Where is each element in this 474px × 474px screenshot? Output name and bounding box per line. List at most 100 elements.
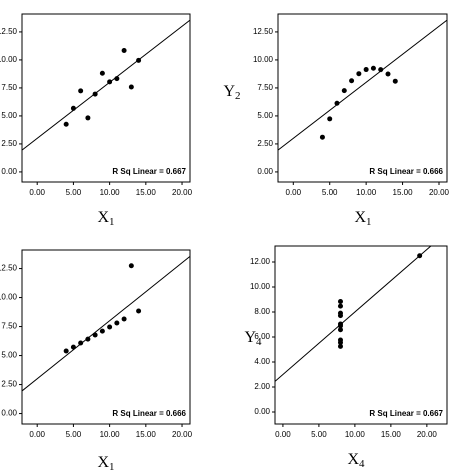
point — [99, 328, 105, 334]
fit-line — [22, 19, 190, 151]
point — [70, 344, 76, 350]
point — [107, 324, 113, 330]
point — [85, 336, 91, 342]
point — [341, 88, 347, 94]
point — [334, 100, 340, 106]
x-tick-label: 5.00 — [66, 430, 82, 439]
x-tick-label: 5.00 — [322, 188, 338, 197]
fit-line — [22, 255, 190, 392]
y-tick-label: 6.00 — [254, 332, 270, 341]
y-tick-label: 2.50 — [257, 139, 273, 148]
point — [385, 71, 391, 77]
x-tick-label: 10.00 — [100, 430, 121, 439]
y-axis-label-base: Y — [223, 83, 235, 100]
y-tick-label: 2.50 — [1, 139, 17, 148]
x-tick-label: 15.00 — [393, 188, 414, 197]
x-axis-label-sub: 1 — [109, 216, 115, 228]
plot-frame — [277, 13, 448, 183]
y-axis-label-base: Y — [244, 329, 256, 346]
x-tick-label: 5.00 — [66, 188, 82, 197]
y-tick-label: 12.50 — [253, 27, 274, 36]
point — [136, 308, 142, 314]
point — [128, 84, 134, 90]
y-tick-label: 7.50 — [1, 322, 17, 331]
annotation: R Sq Linear = 0.666 — [112, 409, 186, 418]
y-axis-label: Y4 — [244, 329, 262, 348]
y-tick-label: 5.00 — [257, 111, 273, 120]
x-tick-label: 10.00 — [100, 188, 121, 197]
x-tick-label: 0.00 — [286, 188, 302, 197]
point — [337, 340, 343, 345]
point — [417, 253, 423, 259]
y-tick-label: 12.50 — [0, 27, 18, 36]
x-tick-label: 10.00 — [345, 430, 366, 439]
panel: 0.00 2.50 5.00 7.50 10.00 12.50 0.00 5.00 10.00 1… — [0, 13, 193, 228]
x-axis-label: X4 — [347, 451, 365, 470]
annotation: R Sq Linear = 0.667 — [369, 409, 443, 418]
point — [78, 340, 84, 346]
point — [327, 116, 333, 122]
y-tick-label: 10.00 — [253, 55, 274, 64]
y-tick-label: 7.50 — [257, 83, 273, 92]
x-tick-label: 0.00 — [29, 430, 45, 439]
point — [337, 343, 343, 349]
y-tick-label: 8.00 — [254, 307, 270, 316]
x-axis-label-base: X — [97, 454, 109, 471]
x-axis-label-sub: 4 — [359, 458, 365, 470]
x-axis-label-sub: 1 — [366, 216, 372, 228]
x-axis-label: X1 — [97, 209, 114, 228]
point — [121, 316, 127, 322]
x-axis-label: X1 — [354, 209, 371, 228]
x-tick-label: 15.00 — [136, 188, 157, 197]
point — [337, 299, 343, 304]
y-tick-label: 0.00 — [257, 167, 273, 176]
x-axis-label-sub: 1 — [109, 461, 115, 473]
x-tick-label: 15.00 — [381, 430, 402, 439]
point — [337, 310, 343, 316]
point — [136, 57, 142, 63]
point — [370, 65, 376, 71]
x-tick-label: 5.00 — [311, 430, 327, 439]
y-tick-label: 2.50 — [1, 380, 17, 389]
annotation: R Sq Linear = 0.667 — [112, 167, 186, 176]
y-tick-label: 12.50 — [0, 264, 18, 273]
point — [337, 303, 343, 309]
y-tick-label: 10.00 — [0, 55, 18, 64]
panel: 0.00 2.50 5.00 7.50 10.00 12.50 0.00 5.00 10.00 1… — [223, 13, 450, 228]
y-tick-label: 2.00 — [254, 382, 270, 391]
point — [356, 71, 362, 77]
point — [114, 76, 120, 82]
x-tick-label: 0.00 — [29, 188, 45, 197]
x-tick-label: 0.00 — [275, 430, 291, 439]
y-axis-label-sub: 2 — [235, 90, 241, 102]
fit-line — [278, 19, 447, 151]
annotation: R Sq Linear = 0.666 — [369, 167, 443, 176]
y-tick-label: 5.00 — [1, 111, 17, 120]
point — [337, 323, 343, 329]
point — [92, 332, 98, 338]
x-axis-label-base: X — [97, 209, 109, 226]
point — [363, 67, 369, 73]
y-tick-label: 10.00 — [0, 293, 18, 302]
point — [378, 67, 384, 73]
panel: 0.00 2.00 4.00 6.00 8.00 10.00 12.00 0.00 5.00 10… — [244, 245, 448, 470]
point — [114, 320, 120, 326]
x-tick-label: 10.00 — [356, 188, 377, 197]
plot-frame — [21, 13, 191, 183]
y-axis-label: Y2 — [223, 83, 240, 102]
x-tick-label: 20.00 — [417, 430, 438, 439]
y-tick-label: 10.00 — [250, 282, 271, 291]
y-tick-label: 0.00 — [1, 409, 17, 418]
plot-frame — [274, 245, 448, 425]
y-axis-label-sub: 4 — [256, 336, 262, 348]
x-tick-label: 15.00 — [136, 430, 157, 439]
x-axis-label-base: X — [354, 209, 366, 226]
point — [107, 79, 113, 85]
y-tick-label: 7.50 — [1, 83, 17, 92]
point — [121, 48, 127, 54]
y-tick-label: 5.00 — [1, 351, 17, 360]
point — [63, 121, 69, 127]
point — [92, 91, 98, 97]
point — [128, 263, 134, 269]
